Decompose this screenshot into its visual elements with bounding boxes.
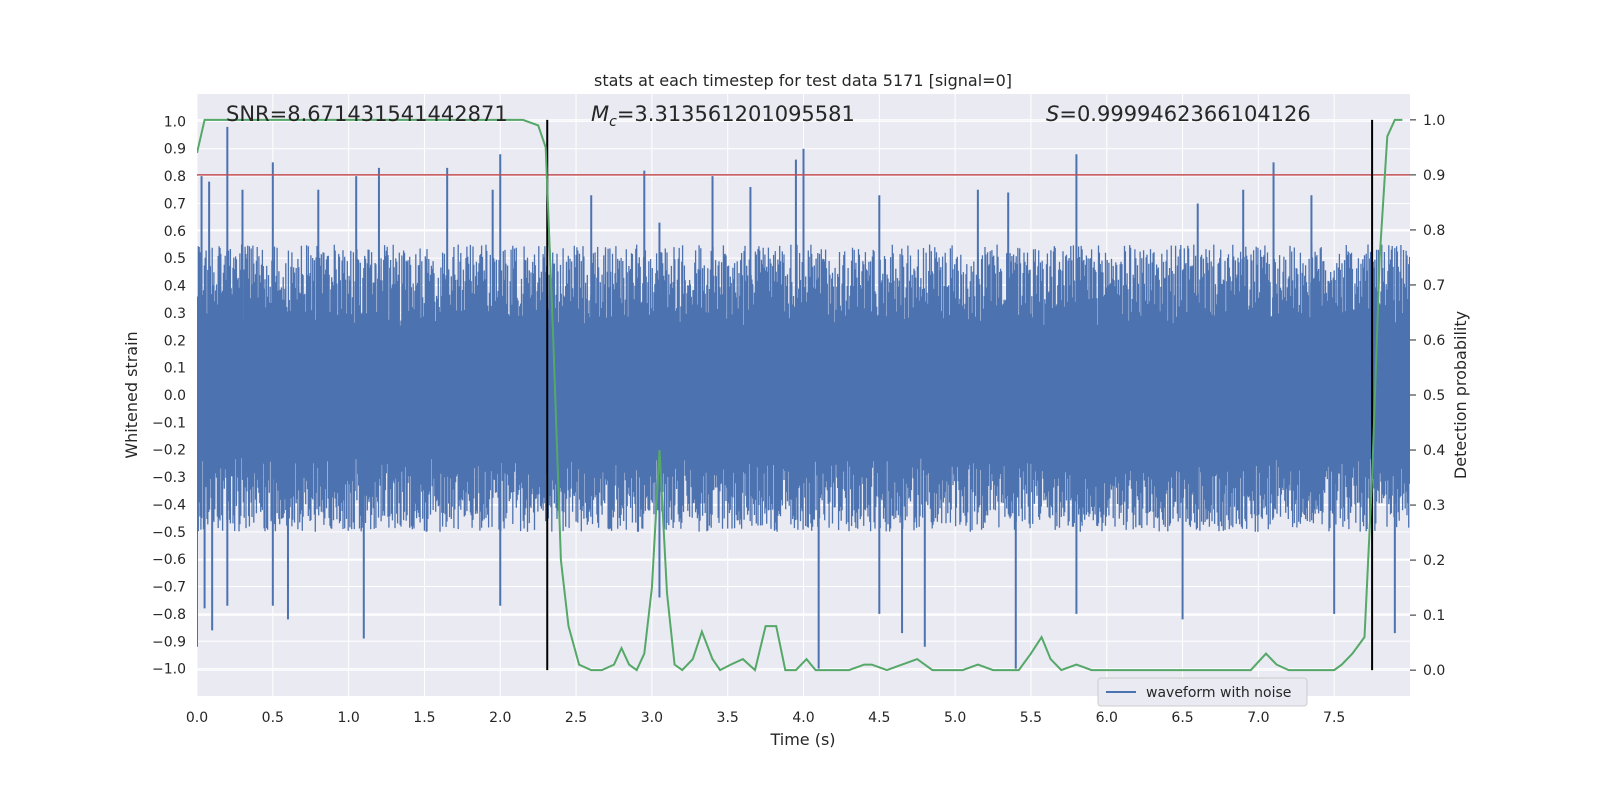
- y2-tick-label: 0.7: [1423, 278, 1445, 294]
- y2-tick-label: 1.0: [1423, 113, 1445, 129]
- y-tick-label: 1.0: [164, 114, 186, 130]
- y-tick-label: −0.5: [152, 525, 186, 541]
- x-tick-label: 5.5: [1020, 710, 1042, 726]
- y-tick-label: −0.1: [152, 415, 186, 431]
- waveform-noise-body: [197, 244, 1410, 532]
- x-tick-label: 0.5: [262, 710, 284, 726]
- chirp-mass-subscript: c: [609, 114, 617, 130]
- y2-tick-label: 0.1: [1423, 608, 1445, 624]
- legend-box: [1097, 677, 1308, 707]
- y-axis-label: Whitened strain: [122, 331, 141, 458]
- y2-tick-label: 0.5: [1423, 388, 1445, 404]
- y-tick-label: −0.6: [152, 552, 186, 568]
- y-tick-label: 0.7: [164, 196, 186, 212]
- chirp-mass-value: =3.313561201095581: [617, 102, 855, 126]
- legend: waveform with noise: [1097, 677, 1308, 707]
- y2-tick-label: 0.9: [1423, 168, 1445, 184]
- x-axis-label: Time (s): [769, 730, 835, 749]
- x-tick-label: 5.0: [944, 710, 966, 726]
- x-tick-label: 1.5: [413, 710, 435, 726]
- x-tick-label: 7.0: [1247, 710, 1269, 726]
- score-symbol: S: [1046, 102, 1059, 126]
- y2-tick-label: 0.4: [1423, 443, 1445, 459]
- y-tick-label: −0.7: [152, 580, 186, 596]
- y2-tick-label: 0.0: [1423, 663, 1445, 679]
- right-y-axis-ticks: 1.0 0.9 0.8 0.7 0.6 0.5 0.4 0.3 0.2 0.1 0.0: [1410, 113, 1445, 679]
- x-tick-label: 4.0: [792, 710, 814, 726]
- y-tick-label: −0.9: [152, 634, 186, 650]
- x-tick-label: 4.5: [868, 710, 890, 726]
- y-tick-label: 0.9: [164, 142, 186, 158]
- y2-axis-label: Detection probability: [1451, 311, 1470, 479]
- x-tick-label: 6.5: [1171, 710, 1193, 726]
- chart-title: stats at each timestep for test data 517…: [594, 71, 1012, 90]
- x-tick-label: 6.0: [1096, 710, 1118, 726]
- score-annotation: S=0.9999462366104126: [1046, 102, 1311, 126]
- y-tick-label: 0.6: [164, 224, 186, 240]
- y2-tick-label: 0.8: [1423, 223, 1445, 239]
- y-tick-label: 0.3: [164, 306, 186, 322]
- x-tick-label: 2.5: [565, 710, 587, 726]
- y-tick-label: −1.0: [152, 662, 186, 678]
- detection-probability-line: [197, 118, 1403, 672]
- y-tick-label: 0.5: [164, 251, 186, 267]
- y-tick-label: 0.8: [164, 169, 186, 185]
- y-tick-label: −0.4: [152, 497, 186, 513]
- y-tick-label: 0.1: [164, 361, 186, 377]
- x-tick-label: 2.0: [489, 710, 511, 726]
- y-tick-label: −0.3: [152, 470, 186, 486]
- x-tick-label: 0.0: [186, 710, 208, 726]
- x-tick-label: 3.5: [717, 710, 739, 726]
- y2-tick-label: 0.3: [1423, 498, 1445, 514]
- left-y-axis-ticks: 1.0 0.9 0.8 0.7 0.6 0.5 0.4 0.3 0.2 0.1 0.0 −0.1 −0.…: [152, 114, 186, 677]
- chirp-mass-symbol: M: [591, 102, 609, 126]
- y-tick-label: 0.0: [164, 388, 186, 404]
- y2-tick-label: 0.2: [1423, 553, 1445, 569]
- x-axis-ticks: 0.0 0.5 1.0 1.5 2.0 2.5 3.0 3.5 4.0 4.5 5.0 5.5 6.0 6…: [186, 710, 1345, 726]
- y-tick-label: −0.8: [152, 607, 186, 623]
- snr-annotation: SNR=8.671431541442871: [226, 102, 508, 126]
- y-tick-label: 0.2: [164, 333, 186, 349]
- waveform-with-noise-series: [197, 126, 1410, 669]
- x-tick-label: 3.0: [641, 710, 663, 726]
- y2-tick-label: 0.6: [1423, 333, 1445, 349]
- x-tick-label: 1.0: [337, 710, 359, 726]
- x-tick-label: 7.5: [1323, 710, 1345, 726]
- y-tick-label: 0.4: [164, 279, 186, 295]
- y-tick-label: −0.2: [152, 443, 186, 459]
- chirp-mass-annotation: Mc=3.313561201095581: [591, 102, 855, 130]
- legend-label: waveform with noise: [1146, 685, 1291, 701]
- score-value: =0.9999462366104126: [1059, 102, 1310, 126]
